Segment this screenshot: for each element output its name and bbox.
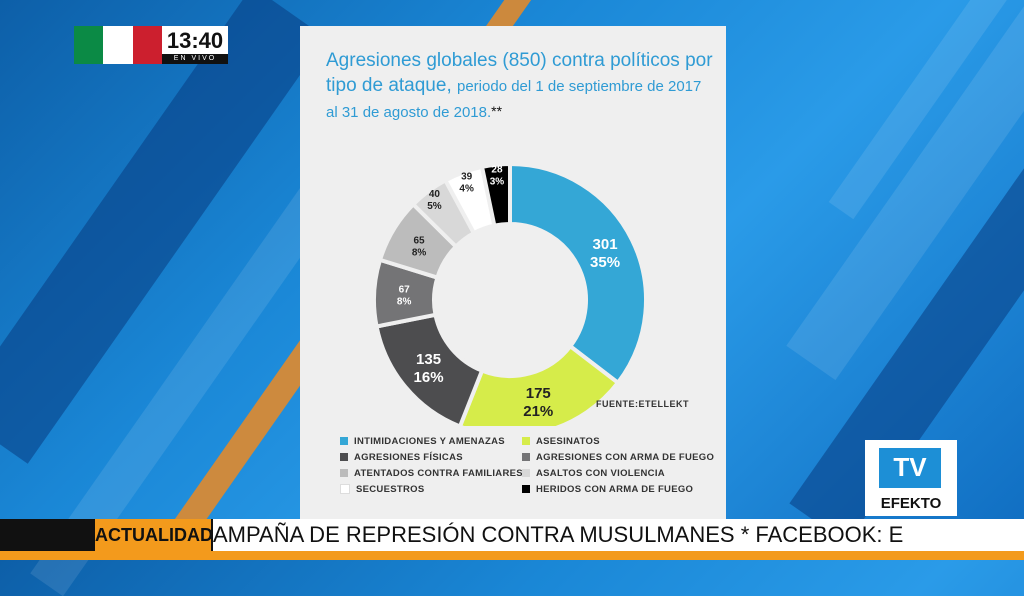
donut-slice <box>508 161 648 386</box>
donut-slice <box>457 343 621 426</box>
legend-swatch <box>340 484 350 495</box>
live-label: EN VIVO <box>162 54 228 64</box>
legend-swatch <box>522 437 530 446</box>
chart-title-main: Agresiones globales (850) contra polític… <box>326 50 713 96</box>
legend-item: SECUESTROS <box>340 484 424 495</box>
tv-logo-text: TV <box>893 452 927 482</box>
flag-green <box>74 26 104 64</box>
legend-item: HERIDOS CON ARMA DE FUEGO <box>522 484 693 495</box>
legend-label: HERIDOS CON ARMA DE FUEGO <box>536 484 694 495</box>
legend-swatch <box>340 453 348 462</box>
chart-card: Agresiones globales (850) contra polític… <box>300 26 726 524</box>
mexico-flag <box>74 26 162 64</box>
legend-item: INTIMIDACIONES Y AMENAZAS <box>340 436 505 447</box>
legend-item: ASALTOS CON VIOLENCIA <box>522 468 665 479</box>
bottom-strip <box>0 551 1024 560</box>
slice-percent-label: 8% <box>397 297 412 308</box>
legend-swatch <box>340 437 348 446</box>
tv-logo-box: TV <box>879 448 941 488</box>
slice-percent-label: 21% <box>523 403 553 420</box>
legend-item: ASESINATOS <box>522 436 600 447</box>
chart-title: Agresiones globales (850) contra polític… <box>326 48 716 125</box>
slice-percent-label: 8% <box>412 248 427 259</box>
legend-swatch <box>522 469 530 478</box>
slice-value-label: 40 <box>429 189 441 200</box>
clock-time: 13:40 <box>166 28 224 53</box>
clock: 13:40 EN VIVO <box>162 26 228 64</box>
slice-value-label: 39 <box>461 172 473 183</box>
channel-logo: TV EFEKTO <box>865 440 957 516</box>
slice-value-label: 65 <box>413 236 425 247</box>
slice-value-label: 301 <box>593 236 618 253</box>
ticker-label: ACTUALIDAD <box>95 519 213 551</box>
channel-name: EFEKTO <box>880 495 942 512</box>
legend-item: AGRESIONES CON ARMA DE FUEGO <box>522 452 714 463</box>
flag-white <box>103 26 133 64</box>
slice-percent-label: 5% <box>427 201 442 212</box>
slice-percent-label: 4% <box>459 184 474 195</box>
flag-red <box>132 26 162 64</box>
slice-percent-label: 3% <box>490 177 505 188</box>
legend-label: ASALTOS CON VIOLENCIA <box>536 468 665 479</box>
legend-label: ATENTADOS CONTRA FAMILIARES <box>354 468 523 479</box>
ticker-text: AMPAÑA DE REPRESIÓN CONTRA MUSULMANES * … <box>213 519 1024 551</box>
slice-percent-label: 35% <box>590 254 620 271</box>
news-ticker: ACTUALIDAD AMPAÑA DE REPRESIÓN CONTRA MU… <box>0 519 1024 551</box>
legend-swatch <box>522 453 530 462</box>
chart-source: FUENTE:ETELLEKT <box>596 399 689 409</box>
legend-swatch <box>340 469 348 478</box>
legend-label: AGRESIONES CON ARMA DE FUEGO <box>536 452 715 463</box>
chart-title-period: periodo del 1 de septiembre de 2017 al 3… <box>326 78 702 121</box>
chart-title-footnote-mark: ** <box>491 103 503 119</box>
legend-swatch <box>522 485 530 494</box>
donut-slice <box>479 161 512 228</box>
legend-label: ASESINATOS <box>536 436 600 447</box>
slice-value-label: 28 <box>491 165 503 176</box>
slice-value-label: 67 <box>399 285 411 296</box>
slice-percent-label: 16% <box>414 369 444 386</box>
legend-item: AGRESIONES FÍSICAS <box>340 452 463 463</box>
legend-label: SECUESTROS <box>356 484 425 495</box>
legend-item: ATENTADOS CONTRA FAMILIARES <box>340 468 523 479</box>
legend-label: INTIMIDACIONES Y AMENAZAS <box>354 436 505 447</box>
slice-value-label: 135 <box>416 351 441 368</box>
slice-value-label: 175 <box>526 385 551 402</box>
legend-label: AGRESIONES FÍSICAS <box>354 452 463 463</box>
